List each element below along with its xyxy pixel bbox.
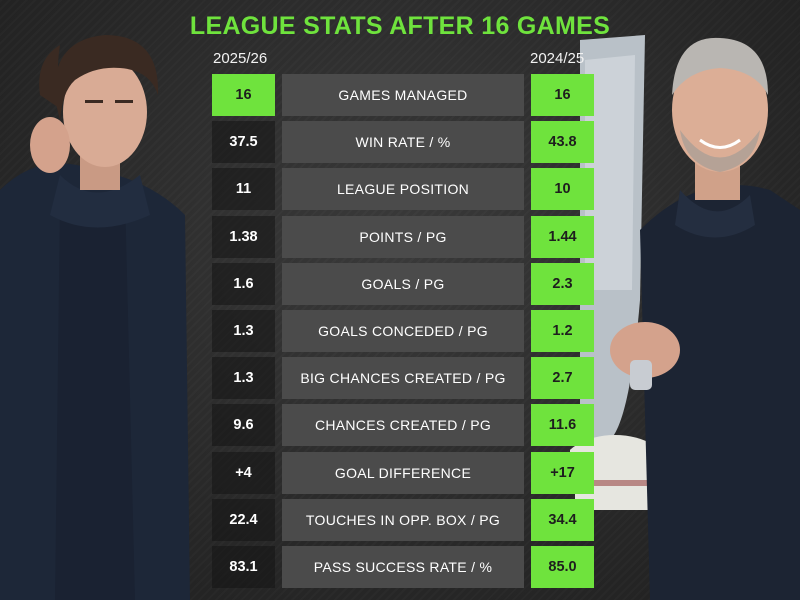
left-value: +4 [212,451,275,494]
stat-row-win-rate: 37.5 WIN RATE / % 43.8 [212,121,594,164]
left-value: 1.6 [212,262,275,305]
stat-row-goals-pg: 1.6 GOALS / PG 2.3 [212,262,594,305]
left-manager-photo [0,35,190,600]
season-left-label: 2025/26 [213,50,268,67]
right-value: 10 [531,168,594,211]
stat-row-goals-conceded-pg: 1.3 GOALS CONCEDED / PG 1.2 [212,309,594,352]
stat-row-big-chances-created-pg: 1.3 BIG CHANCES CREATED / PG 2.7 [212,357,594,400]
left-value: 37.5 [212,121,275,164]
right-value: 11.6 [531,404,594,447]
stat-row-chances-created-pg: 9.6 CHANCES CREATED / PG 11.6 [212,404,594,447]
stat-label: TOUCHES IN OPP. BOX / PG [282,498,524,541]
right-value: 85.0 [531,545,594,588]
stat-label: POINTS / PG [282,215,524,258]
stats-table: 16 GAMES MANAGED 16 37.5 WIN RATE / % 43… [212,74,594,593]
stat-label: CHANCES CREATED / PG [282,404,524,447]
right-value: 1.44 [531,215,594,258]
left-value: 1.3 [212,357,275,400]
left-value: 22.4 [212,498,275,541]
left-value: 83.1 [212,545,275,588]
stat-label: GOALS / PG [282,262,524,305]
right-value: 1.2 [531,309,594,352]
stat-label: GOALS CONCEDED / PG [282,309,524,352]
stat-row-points-pg: 1.38 POINTS / PG 1.44 [212,215,594,258]
right-value: 2.7 [531,357,594,400]
right-value: 16 [531,74,594,116]
left-value: 1.3 [212,309,275,352]
stat-label: PASS SUCCESS RATE / % [282,545,524,588]
left-value: 1.38 [212,215,275,258]
left-value: 9.6 [212,404,275,447]
stat-row-touches-opp-box-pg: 22.4 TOUCHES IN OPP. BOX / PG 34.4 [212,498,594,541]
stat-label: GOAL DIFFERENCE [282,451,524,494]
stat-row-pass-success-rate: 83.1 PASS SUCCESS RATE / % 85.0 [212,545,594,588]
right-manager-photo [570,35,800,600]
left-value: 16 [212,74,275,116]
left-value: 11 [212,168,275,211]
stat-label: LEAGUE POSITION [282,168,524,211]
right-value: 34.4 [531,498,594,541]
stat-label: WIN RATE / % [282,121,524,164]
right-value: +17 [531,451,594,494]
right-value: 2.3 [531,262,594,305]
stat-label: BIG CHANCES CREATED / PG [282,357,524,400]
stat-row-games-managed: 16 GAMES MANAGED 16 [212,74,594,116]
stat-row-goal-difference: +4 GOAL DIFFERENCE +17 [212,451,594,494]
right-value: 43.8 [531,121,594,164]
page-title: LEAGUE STATS AFTER 16 GAMES [189,12,611,40]
season-right-label: 2024/25 [530,50,585,67]
stat-row-league-position: 11 LEAGUE POSITION 10 [212,168,594,211]
stat-label: GAMES MANAGED [282,74,524,116]
